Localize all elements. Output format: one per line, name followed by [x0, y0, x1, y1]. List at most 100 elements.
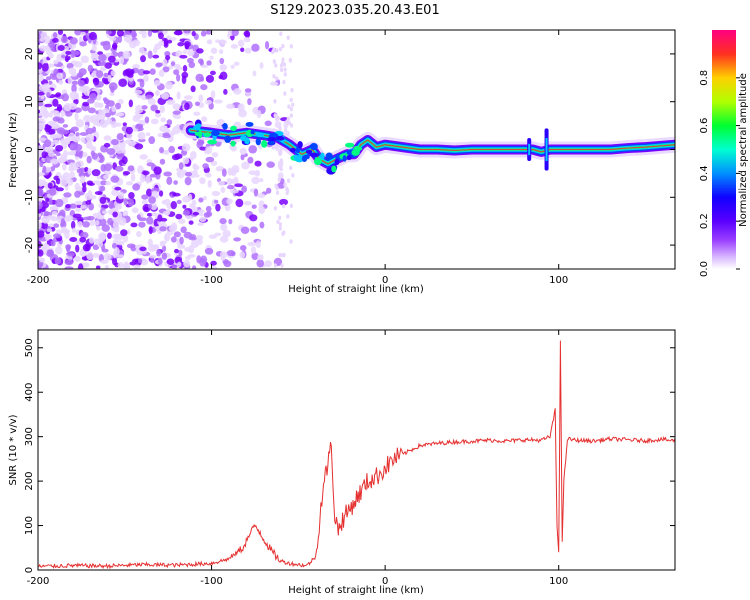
y-tick-label: 300 — [24, 427, 35, 446]
spectrogram-speckle — [266, 161, 275, 168]
y-tick-label: -10 — [24, 189, 35, 205]
spectrogram-speckle — [140, 55, 146, 63]
spectrogram-speckle — [219, 57, 225, 65]
spectrogram-speckle — [149, 173, 158, 178]
spectrogram-speckle — [69, 142, 79, 151]
spectrogram-speckle — [281, 57, 285, 62]
spectrogram-speckle — [74, 200, 83, 206]
spectrogram-speckle — [125, 181, 133, 186]
spectrogram-speckle — [192, 169, 198, 176]
spectrogram-speckle — [39, 257, 45, 263]
spectrogram-speckle — [87, 107, 96, 114]
spectrogram-speckle — [182, 204, 187, 209]
spectrogram-blob — [211, 130, 220, 136]
spectrogram-speckle — [162, 58, 168, 67]
spectrogram-speckle — [275, 146, 279, 151]
spectrogram-speckle — [220, 186, 226, 194]
spectrogram-speckle — [200, 84, 208, 91]
spectrogram-speckle — [210, 90, 216, 99]
spectrogram-y-ticks: -20 -10 0 10 20 — [24, 48, 675, 253]
spectrogram-speckle — [264, 120, 272, 127]
spectrogram-speckle — [53, 93, 61, 98]
spectrogram-speckle — [202, 195, 207, 201]
spectrogram-speckle — [110, 139, 119, 146]
spectrogram-speckle — [205, 156, 215, 163]
spectrogram-speckle — [102, 40, 111, 46]
spectrogram-speckle — [79, 236, 87, 243]
spectrogram-speckle — [166, 176, 173, 186]
spectrogram-speckle — [199, 76, 205, 82]
spectrogram-speckle — [38, 212, 42, 217]
spectrogram-speckle — [287, 104, 291, 109]
spectrogram-speckle — [218, 48, 224, 55]
spectrogram-speckle — [265, 187, 272, 194]
spectrogram-speckle — [146, 159, 153, 164]
spectrogram-speckle — [275, 48, 279, 53]
spectrogram-speckle — [109, 91, 115, 97]
spectrogram-speckle — [147, 203, 153, 209]
spectrogram-speckle — [138, 138, 146, 143]
spectrogram-speckle — [207, 179, 212, 188]
spectrogram-speckle — [186, 57, 194, 64]
spectrogram-speckle — [75, 244, 80, 253]
spectrogram-speckle — [103, 174, 109, 180]
spectrogram-speckle — [247, 156, 254, 164]
spectrogram-speckle — [107, 217, 114, 226]
spectrogram-speckle — [176, 199, 182, 205]
spectrogram-speckle — [223, 88, 228, 95]
spectrogram-speckle — [274, 114, 278, 119]
spectrogram-speckle — [280, 67, 284, 73]
spectrogram-x-ticks: -200 -100 0 100 — [27, 30, 568, 286]
spectrogram-speckle — [88, 202, 95, 211]
spectrogram-speckle — [82, 221, 90, 228]
spectrogram-speckle — [40, 221, 49, 230]
spectrogram-speckle — [273, 263, 278, 268]
spectrogram-speckle — [100, 66, 107, 72]
spectrogram-speckle — [111, 188, 119, 197]
spectrogram-speckle — [80, 31, 86, 36]
spectrogram-speckle — [64, 110, 73, 117]
spectrogram-speckle — [219, 39, 226, 48]
spectrogram-speckle — [73, 255, 81, 263]
spectrogram-speckle — [87, 182, 95, 186]
spectrogram-speckle — [92, 180, 101, 184]
spectrogram-speckle — [79, 41, 87, 47]
spectrogram-speckle — [123, 34, 133, 43]
spectrogram-speckle — [76, 72, 84, 78]
spectrogram-speckle — [78, 263, 84, 269]
spectrogram-speckle — [38, 249, 44, 257]
spectrogram-speckle — [257, 254, 264, 261]
spectrogram-speckle — [94, 220, 100, 226]
spectrogram-speckle — [149, 259, 155, 263]
spectrogram-speckle — [276, 219, 280, 225]
spectrogram-speckle — [116, 254, 124, 258]
colorbar-tick-label: 0.0 — [699, 261, 710, 277]
colorbar-label: Normalized spectral amplitude — [738, 73, 749, 227]
spectrogram-speckle — [272, 74, 276, 79]
spectrogram-blob — [250, 129, 255, 135]
y-tick-label: 200 — [24, 472, 35, 491]
spectrogram-speckle — [69, 237, 78, 243]
spectrogram-speckle — [60, 35, 68, 44]
spectrogram-speckle — [234, 183, 243, 188]
spectrogram-speckle — [196, 255, 202, 264]
spectrogram-speckle — [251, 43, 260, 52]
spectrogram-speckle — [274, 63, 278, 68]
spectrogram-speckle — [167, 39, 173, 44]
snr-panel: -200 -100 0 100 0 100 200 300 400 500 Height of … — [8, 329, 676, 596]
spectrogram-speckle — [194, 101, 201, 107]
spectrogram-speckle — [38, 137, 47, 142]
spectrogram-speckle — [93, 101, 101, 108]
spectrogram-speckle — [131, 30, 137, 38]
spectrogram-speckle — [271, 145, 275, 150]
spectrogram-speckle — [45, 197, 50, 203]
spectrogram-speckle — [122, 210, 129, 217]
spectrogram-speckle — [175, 213, 183, 220]
spectrogram-speckle — [279, 166, 283, 172]
spectrogram-speckle — [159, 105, 165, 114]
spectrogram-speckle — [79, 132, 89, 136]
spectrogram-speckle — [275, 185, 279, 191]
spectrogram-speckle — [67, 252, 75, 257]
spectrogram-speckle — [57, 30, 64, 35]
spectrogram-speckle — [170, 61, 176, 67]
